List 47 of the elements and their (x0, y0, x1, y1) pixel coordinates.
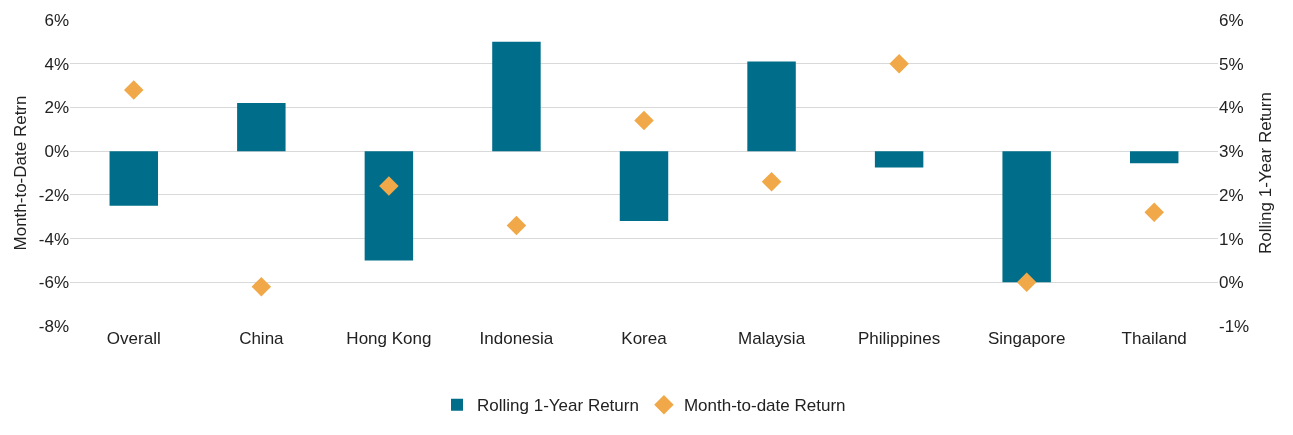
x-tick-label: Philippines (857, 329, 941, 348)
y-tick-label: 0% (44, 142, 69, 162)
point (251, 276, 272, 297)
y-tick-label: -4% (38, 229, 69, 249)
y2-tick-label: 3% (1219, 142, 1244, 162)
point (1144, 202, 1164, 223)
y2-tick-label: 4% (1219, 98, 1244, 118)
bar (1002, 151, 1051, 283)
x-tick-label: Singapore (987, 329, 1066, 348)
bar (747, 61, 796, 152)
legend-label: Month-to-date Return (683, 396, 846, 416)
y-tick-label: -6% (38, 273, 69, 293)
y2-tick-label: 6% (1219, 10, 1244, 30)
x-tick-label: Overall (106, 329, 161, 348)
point (379, 176, 399, 196)
point (761, 171, 782, 192)
bar (1129, 151, 1179, 164)
y-tick-label: 2% (44, 98, 69, 118)
point (506, 215, 527, 236)
y-tick-label: 4% (44, 54, 69, 74)
y2-tick-label: -1% (1219, 316, 1250, 336)
y-tick-label: 6% (44, 10, 69, 30)
y-tick-label: -2% (38, 185, 69, 205)
y2-tick-label: 5% (1219, 54, 1244, 74)
x-tick-label: Hong Kong (346, 329, 432, 348)
x-tick-label: Thailand (1121, 329, 1187, 348)
bar (364, 151, 414, 261)
x-tick-label: Malaysia (738, 329, 806, 348)
bar (874, 151, 924, 168)
y-tick-label: -8% (38, 316, 69, 336)
legend-label: Rolling 1-Year Return (477, 396, 639, 416)
y2-tick-label: 2% (1219, 185, 1244, 205)
y2-tick-label: 0% (1219, 273, 1244, 293)
x-tick-label: China (239, 329, 285, 348)
bar (492, 41, 541, 152)
bar (109, 151, 159, 206)
point (1016, 272, 1037, 293)
y2-axis-title: Rolling 1-Year Return (1255, 92, 1275, 254)
y2-tick-label: 1% (1219, 229, 1244, 249)
bar (237, 103, 286, 152)
point (634, 110, 654, 131)
bar (619, 151, 669, 222)
x-tick-label: Indonesia (479, 329, 554, 348)
point (124, 80, 144, 100)
point (889, 53, 909, 74)
x-tick-label: Korea (621, 329, 668, 348)
y-axis-title: Month-to-Date Retrn (11, 95, 30, 251)
